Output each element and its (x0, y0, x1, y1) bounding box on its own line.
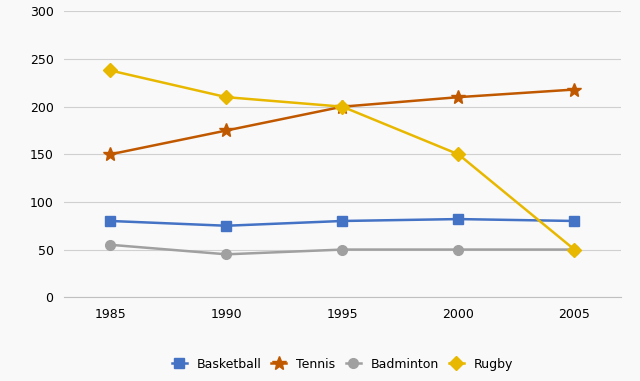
Badminton (570, 247, 578, 252)
Badminton (223, 252, 230, 257)
Basketball (223, 223, 230, 228)
Tennis (106, 152, 114, 157)
Legend: Basketball, Tennis, Badminton, Rugby: Basketball, Tennis, Badminton, Rugby (165, 352, 520, 378)
Basketball (570, 219, 578, 223)
Line: Rugby: Rugby (106, 66, 579, 255)
Rugby (339, 104, 346, 109)
Badminton (454, 247, 462, 252)
Rugby (454, 152, 462, 157)
Line: Badminton: Badminton (106, 240, 579, 259)
Basketball (106, 219, 114, 223)
Rugby (223, 95, 230, 99)
Line: Tennis: Tennis (104, 83, 581, 161)
Basketball (339, 219, 346, 223)
Tennis (223, 128, 230, 133)
Basketball (454, 217, 462, 221)
Badminton (106, 243, 114, 247)
Tennis (339, 104, 346, 109)
Tennis (570, 87, 578, 92)
Rugby (570, 247, 578, 252)
Rugby (106, 68, 114, 73)
Badminton (339, 247, 346, 252)
Tennis (454, 95, 462, 99)
Line: Basketball: Basketball (106, 214, 579, 231)
